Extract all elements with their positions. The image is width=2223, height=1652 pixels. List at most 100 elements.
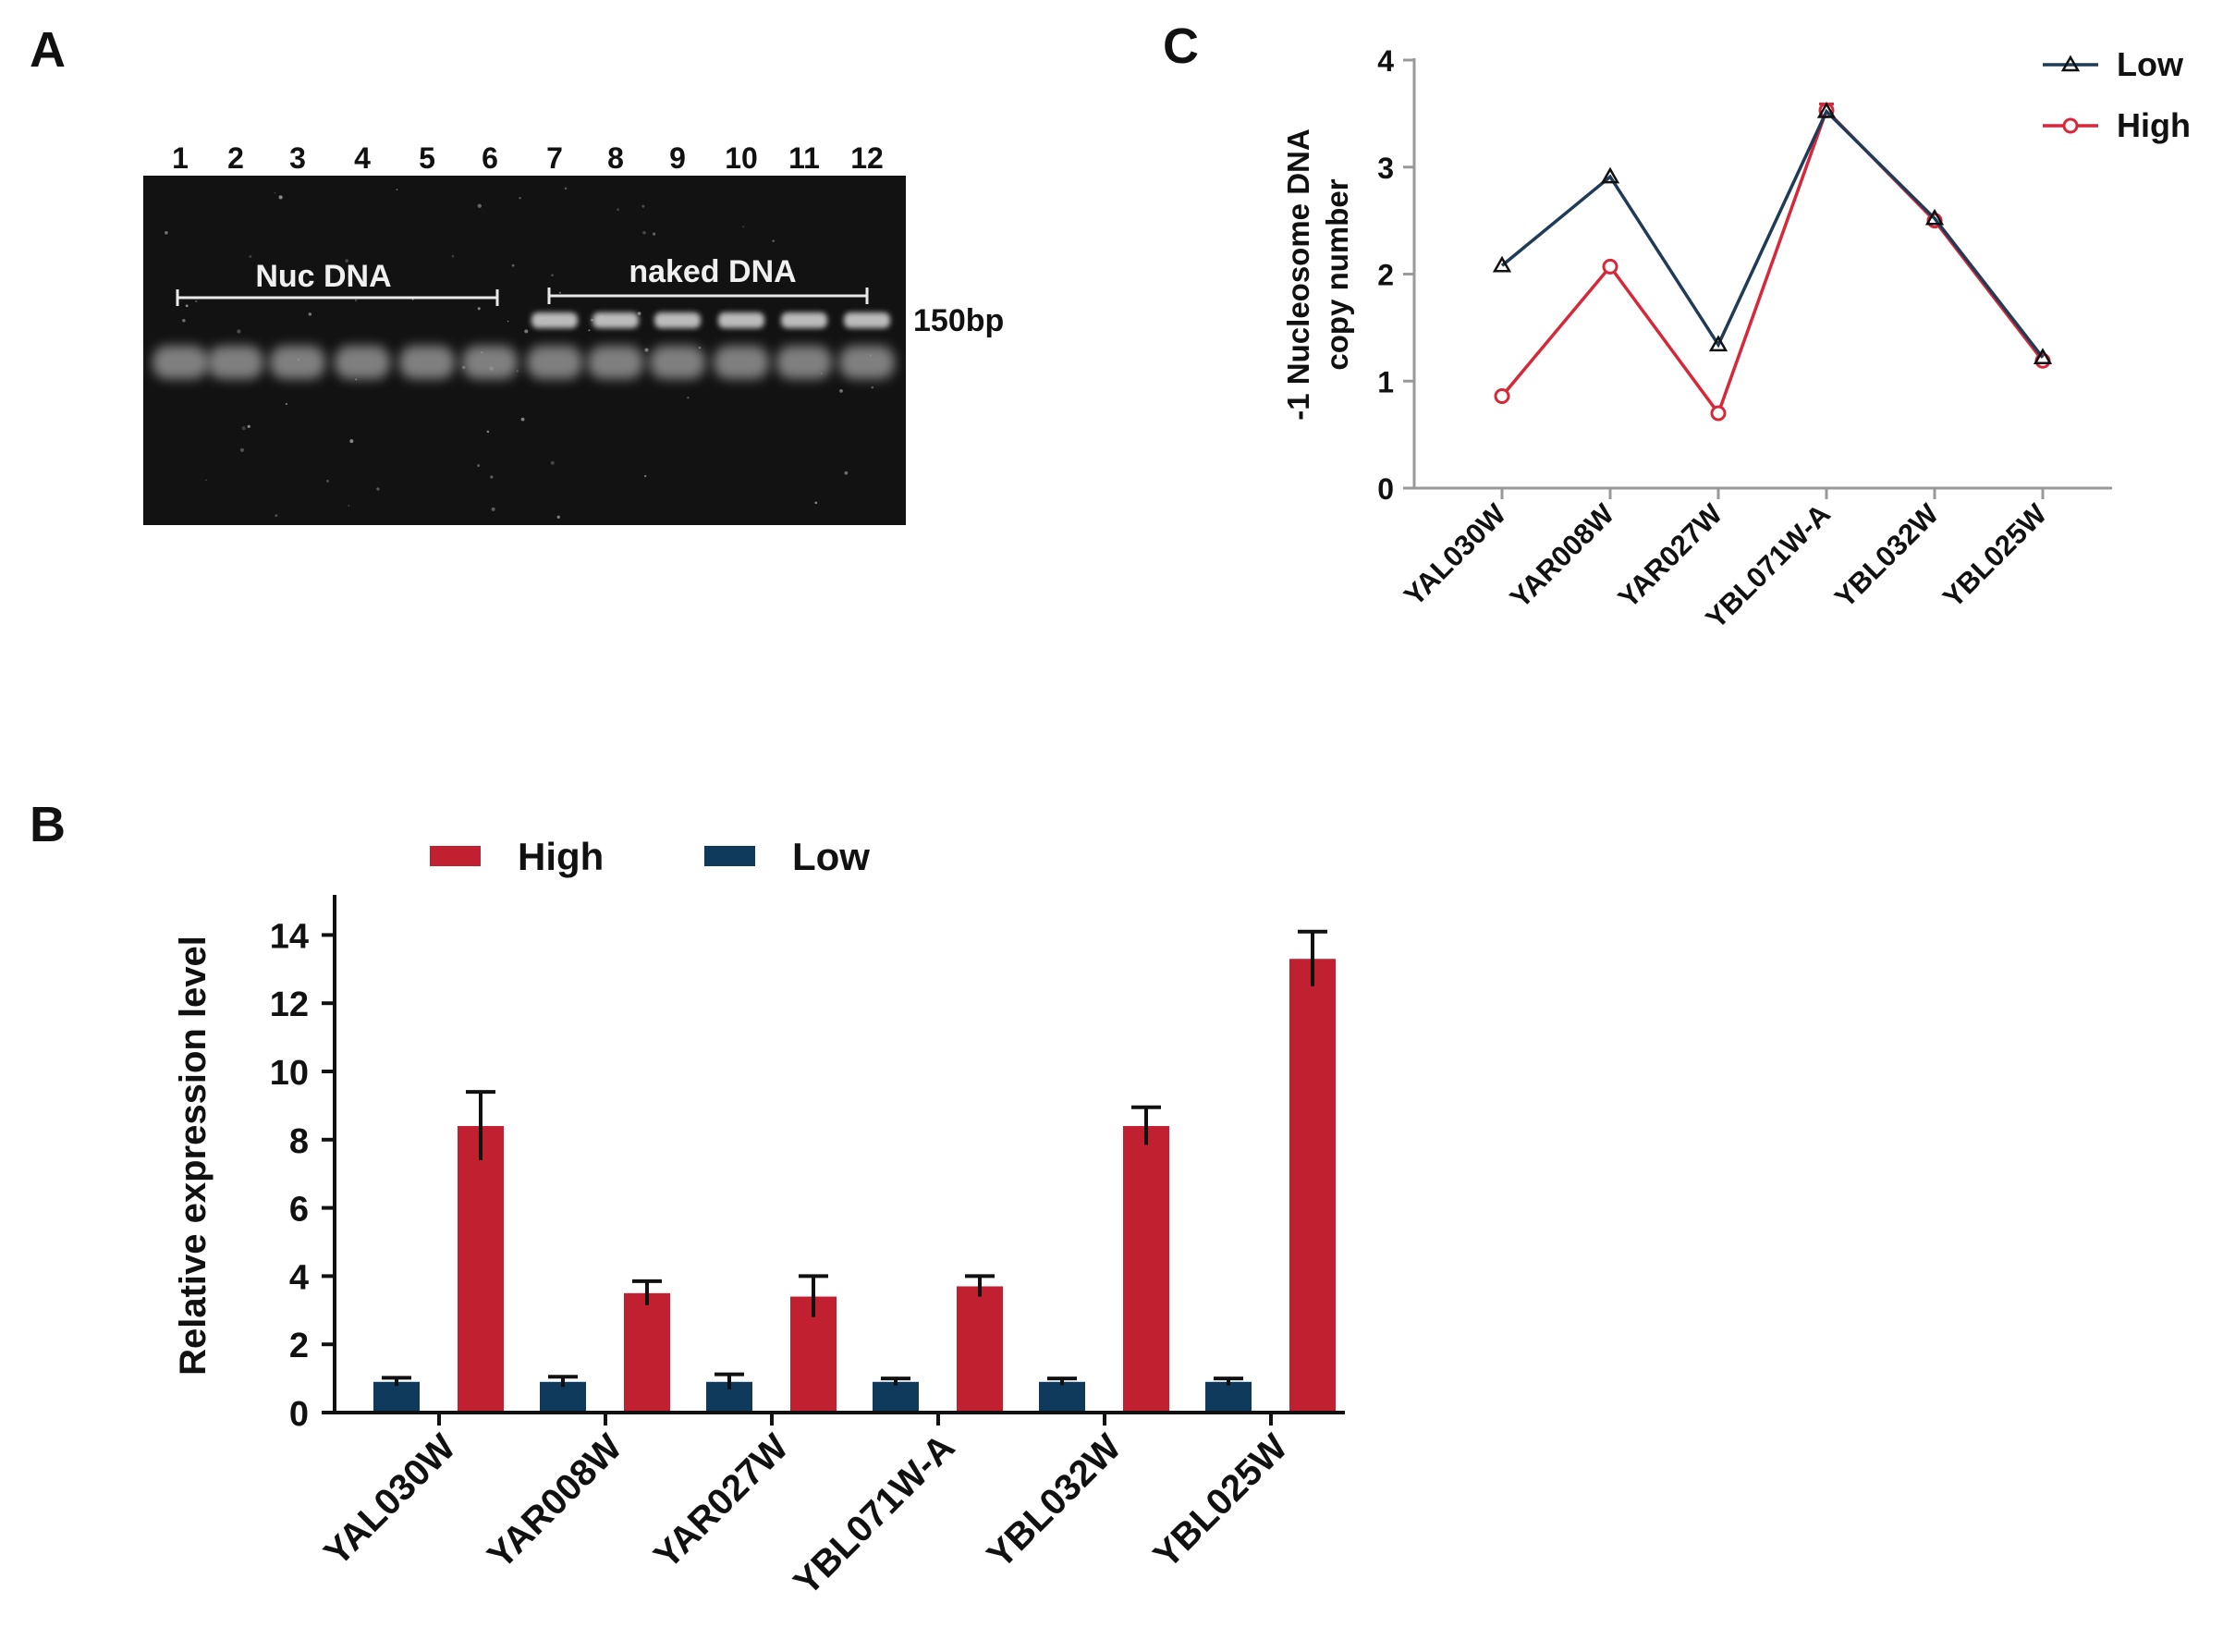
line-chart-x-tick-label: YAL030W — [1398, 497, 1512, 612]
bar-chart-legend: High Low — [430, 835, 870, 878]
gel-band-lower-lane-1 — [153, 346, 208, 379]
gel-background — [143, 176, 906, 525]
lane-number-6: 6 — [482, 141, 498, 175]
bar-chart-x-tick-label: YBL025W — [1146, 1426, 1296, 1576]
bar-chart-y-axis-label: Relative expression level — [173, 936, 214, 1376]
gel-speck — [491, 507, 495, 511]
line-point-low — [1816, 102, 1837, 118]
bar-high-yar008w — [624, 1292, 670, 1413]
gel-speck — [490, 475, 494, 479]
lane-number-5: 5 — [419, 141, 435, 175]
bar-chart-x-tick-label: YAR008W — [480, 1426, 629, 1576]
gel-speck — [698, 346, 702, 349]
legend-swatch-low — [704, 846, 755, 866]
gel-speck — [349, 439, 354, 444]
gel-speck — [588, 329, 591, 332]
gel-band-lower-lane-8 — [588, 346, 643, 379]
line-chart-y-axis-label: -1 Nucleosome DNA copy number — [1281, 128, 1354, 420]
line-chart-y-tick-label: 4 — [1377, 44, 1394, 78]
gel-speck — [556, 515, 560, 519]
naked-dna-bracket — [547, 288, 869, 304]
gel-band-lower-lane-3 — [270, 346, 325, 379]
gel-speck — [278, 195, 283, 200]
gel-speck — [644, 474, 647, 478]
bar-chart-bars — [373, 929, 1336, 1413]
bar-high-ybl071w-a — [957, 1286, 1003, 1413]
gel-speck — [241, 426, 246, 431]
lane-number-4: 4 — [354, 141, 371, 175]
gel-speck — [249, 254, 252, 258]
gel-speck — [204, 479, 207, 482]
legend-marker-high — [2062, 117, 2079, 134]
bar-chart-y-ticks: 0 2 4 6 8 10 12 14 — [270, 917, 335, 1434]
legend-label-high: High — [518, 835, 604, 878]
gel-speck — [544, 323, 547, 325]
gel-speck — [591, 318, 593, 322]
gel-band-lower-lane-6 — [462, 346, 518, 379]
gel-speck — [550, 460, 555, 465]
lane-number-12: 12 — [850, 141, 884, 175]
gel-speck — [751, 319, 754, 322]
gel-band-upper-lane-9 — [654, 312, 701, 328]
bar-chart-x-tick-label: YAL030W — [316, 1426, 463, 1573]
bar-high-ybl025w — [1289, 959, 1336, 1413]
bar-chart-y-axis-title: Relative expression level — [173, 936, 214, 1376]
gel-speck — [617, 208, 619, 212]
panel-letter-b: B — [30, 797, 66, 852]
gel-speck — [516, 370, 519, 373]
gel-speck — [326, 479, 329, 483]
line-chart-y-axis-title-line: copy number — [1320, 178, 1354, 370]
gel-speck — [348, 505, 350, 507]
gel-speck — [644, 348, 649, 352]
line-chart-legend: Low High — [2043, 45, 2191, 144]
bar-chart-y-tick-label: 0 — [289, 1395, 309, 1434]
gel-speck — [451, 254, 455, 258]
gel-speck — [247, 424, 250, 429]
gel-band-upper-lane-8 — [592, 312, 639, 328]
gel-speck — [308, 312, 312, 316]
line-chart-panel-c: 0 1 2 3 4 YAL030WYAR008WYAR027WYBL071W-AYBL0… — [1281, 44, 2191, 635]
bar-low-ybl025w — [1205, 1381, 1252, 1413]
line-chart-y-ticks: 0 1 2 3 4 — [1377, 44, 1414, 506]
gel-speck — [820, 373, 823, 375]
gel-band-upper-lane-11 — [781, 312, 827, 328]
bar-chart-y-tick-label: 8 — [289, 1122, 309, 1161]
bar-chart-y-tick-label: 2 — [289, 1327, 309, 1365]
gel-speck — [839, 388, 843, 393]
gel-band-lower-lane-10 — [714, 346, 769, 379]
gel-lane-numbers: 1 2 3 4 5 6 7 8 9 10 11 12 — [172, 141, 884, 175]
gel-speck — [477, 203, 482, 208]
gel-speck — [237, 329, 241, 334]
gel-speck — [653, 232, 656, 236]
gel-speck — [844, 471, 849, 475]
gel-speck — [486, 430, 490, 434]
line-series-low — [1500, 108, 2045, 359]
line-chart-y-tick-label: 2 — [1377, 259, 1394, 292]
marker-150bp-label: 150bp — [913, 303, 1004, 338]
line-chart-x-tick-label: YAR008W — [1504, 497, 1621, 615]
gel-speck — [507, 320, 509, 323]
gel-band-lower-lane-4 — [335, 346, 390, 379]
bar-chart-x-tick-label: YAR027W — [646, 1426, 796, 1576]
line-point-low — [2033, 348, 2053, 365]
gel-speck — [511, 263, 515, 267]
gel-speck — [477, 307, 481, 311]
lane-number-2: 2 — [227, 141, 244, 175]
gel-speck — [354, 299, 358, 302]
bar-chart-y-tick-label: 6 — [289, 1191, 309, 1230]
gel-panel: 1 2 3 4 5 6 7 8 9 10 11 12 Nuc DNA naked DNA 150bp — [143, 141, 1004, 525]
gel-speck — [287, 283, 289, 285]
line-chart-y-tick-label: 0 — [1377, 472, 1394, 506]
bar-low-ybl032w — [1039, 1381, 1085, 1413]
line-point-high — [1494, 387, 1510, 404]
gel-speck — [870, 354, 872, 357]
gel-speck — [185, 304, 189, 308]
gel-band-upper-lane-7 — [531, 312, 578, 328]
bar-high-ybl032w — [1123, 1126, 1169, 1413]
gel-speck — [519, 196, 521, 200]
bar-chart-y-tick-label: 4 — [289, 1258, 309, 1297]
lane-number-10: 10 — [725, 141, 758, 175]
line-series-high — [1500, 107, 2045, 417]
gel-speck — [524, 329, 529, 334]
